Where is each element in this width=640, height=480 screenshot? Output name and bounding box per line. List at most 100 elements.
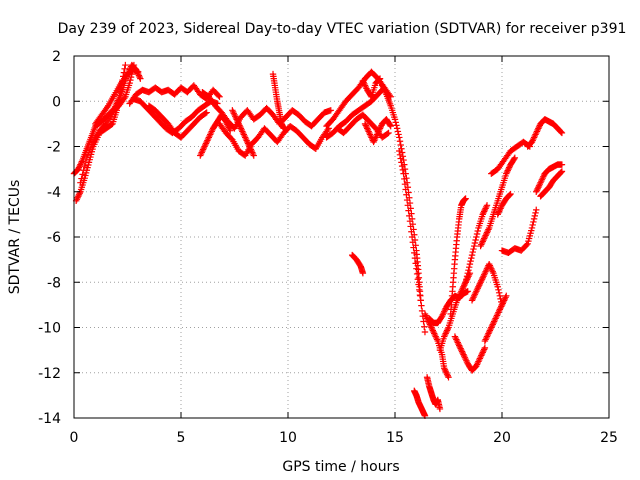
data-series (378, 82, 424, 304)
data-point (393, 122, 400, 129)
data-point (557, 128, 564, 135)
data-point (371, 137, 378, 144)
data-series (451, 333, 489, 374)
data-point (234, 117, 241, 125)
data-point (77, 161, 84, 168)
data-point (327, 107, 334, 114)
data-point (441, 333, 448, 340)
data-point (480, 236, 487, 244)
data-point (464, 270, 471, 277)
data-point (442, 368, 449, 375)
data-point (376, 126, 383, 134)
data-point (250, 152, 257, 159)
data-series (494, 190, 514, 218)
data-point (475, 358, 482, 365)
data-series (361, 116, 394, 146)
data-point (459, 285, 466, 292)
data-point (122, 61, 129, 69)
data-point (414, 276, 422, 283)
data-point (481, 270, 489, 277)
y-tick-label: -12 (38, 366, 61, 382)
data-point (459, 349, 466, 357)
y-tick-label: 0 (52, 94, 61, 110)
data-point (471, 291, 479, 298)
data-point (472, 289, 479, 297)
data-point (538, 177, 545, 185)
data-point (453, 336, 460, 343)
data-point (467, 257, 474, 265)
data-point (528, 138, 536, 146)
data-point (362, 122, 369, 129)
x-tick-label: 15 (386, 430, 404, 446)
data-point (490, 319, 497, 327)
data-point (482, 268, 489, 275)
data-series (199, 89, 334, 132)
data-point (488, 265, 495, 272)
data-point (481, 206, 489, 214)
data-point (404, 202, 412, 209)
data-point (500, 297, 508, 304)
data-point (492, 315, 499, 322)
data-point (408, 233, 416, 241)
y-axis-label: SDTVAR / TECUs (7, 180, 23, 295)
data-point (531, 132, 539, 140)
data-point (532, 131, 539, 138)
data-series (498, 206, 540, 257)
data-point (205, 134, 213, 141)
data-series (130, 95, 221, 137)
data-point (371, 135, 379, 143)
data-point (365, 128, 372, 135)
data-series (396, 147, 429, 336)
data-point (206, 132, 213, 140)
data-point (497, 304, 504, 312)
data-point (438, 312, 446, 320)
data-point (534, 126, 541, 134)
data-point (75, 165, 82, 173)
data-point (81, 162, 88, 170)
data-point (481, 344, 489, 352)
data-point (496, 306, 504, 313)
data-point (359, 270, 367, 277)
data-point (505, 165, 512, 173)
data-point (207, 129, 215, 137)
data-point (202, 140, 210, 147)
data-point (530, 134, 538, 141)
data-point (475, 356, 483, 364)
data-point (384, 130, 391, 137)
data-point (503, 168, 511, 176)
data-point (503, 170, 510, 177)
data-point (421, 328, 429, 336)
data-point (375, 76, 382, 84)
data-series (216, 120, 332, 159)
data-point (498, 301, 506, 309)
data-point (198, 149, 205, 156)
data-point (539, 174, 546, 182)
data-point (532, 209, 539, 217)
data-point (489, 268, 496, 275)
data-point (452, 334, 459, 342)
data-point (474, 359, 481, 367)
data-point (442, 330, 449, 337)
data-point (535, 182, 543, 189)
data-point (370, 138, 377, 146)
data-point (479, 274, 486, 281)
data-point (507, 190, 514, 198)
data-point (395, 131, 402, 138)
data-point (495, 307, 503, 315)
data-point (243, 137, 250, 144)
data-point (489, 321, 496, 328)
data-point (82, 158, 89, 166)
data-point (227, 127, 234, 134)
data-point (232, 114, 240, 122)
data-point (535, 125, 542, 132)
data-series (77, 61, 138, 186)
data-series (468, 260, 506, 309)
data-point (534, 185, 541, 192)
data-point (494, 310, 501, 318)
data-point (418, 307, 426, 315)
data-point (461, 354, 469, 361)
data-point (203, 138, 210, 146)
data-point (366, 129, 373, 137)
data-point (403, 196, 411, 204)
data-point (476, 280, 484, 287)
